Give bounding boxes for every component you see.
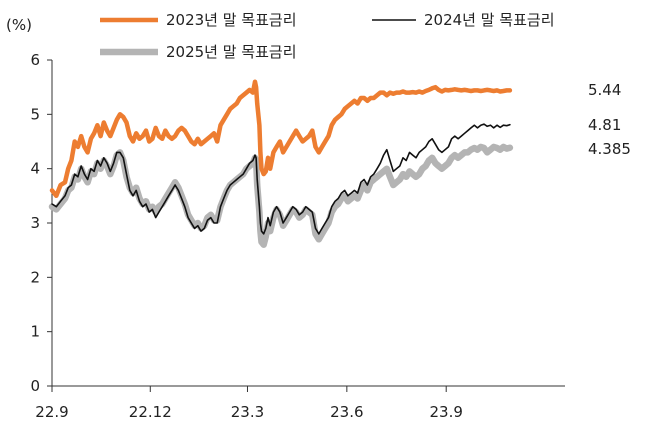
x-tick-label: 22.9	[35, 403, 68, 421]
y-axis: 0 1 2 3 4 5 6	[30, 51, 53, 395]
legend-label-2: 2024년 말 목표금리	[424, 11, 555, 29]
x-tick-label: 23.3	[231, 403, 264, 421]
legend: 2023년 말 목표금리 2024년 말 목표금리 2025년 말 목표금리	[100, 11, 555, 61]
legend-label-1: 2023년 말 목표금리	[166, 11, 297, 29]
end-value-label-3: 4.385	[588, 140, 631, 158]
y-tick-label: 1	[30, 323, 40, 341]
y-unit-label: (%)	[6, 16, 32, 34]
end-value-label-1: 5.44	[588, 81, 621, 99]
y-tick-label: 4	[30, 160, 40, 178]
series-line-3	[48, 143, 514, 248]
y-tick-label: 6	[30, 51, 40, 69]
x-axis: 22.9 22.12 23.3 23.6 23.9	[35, 385, 565, 421]
y-tick-label: 0	[30, 377, 40, 395]
series-layer	[48, 79, 514, 248]
series-line-2	[51, 123, 511, 235]
x-tick-label: 23.9	[429, 403, 462, 421]
end-labels: 5.44 4.81 4.385	[588, 81, 631, 158]
series-line-1	[49, 79, 513, 199]
end-value-label-2: 4.81	[588, 116, 621, 134]
x-tick-label: 23.6	[330, 403, 363, 421]
legend-label-3: 2025년 말 목표금리	[166, 43, 297, 61]
y-tick-label: 5	[30, 105, 40, 123]
x-tick-label: 22.12	[129, 403, 172, 421]
y-tick-label: 3	[30, 214, 40, 232]
y-tick-label: 2	[30, 268, 40, 286]
